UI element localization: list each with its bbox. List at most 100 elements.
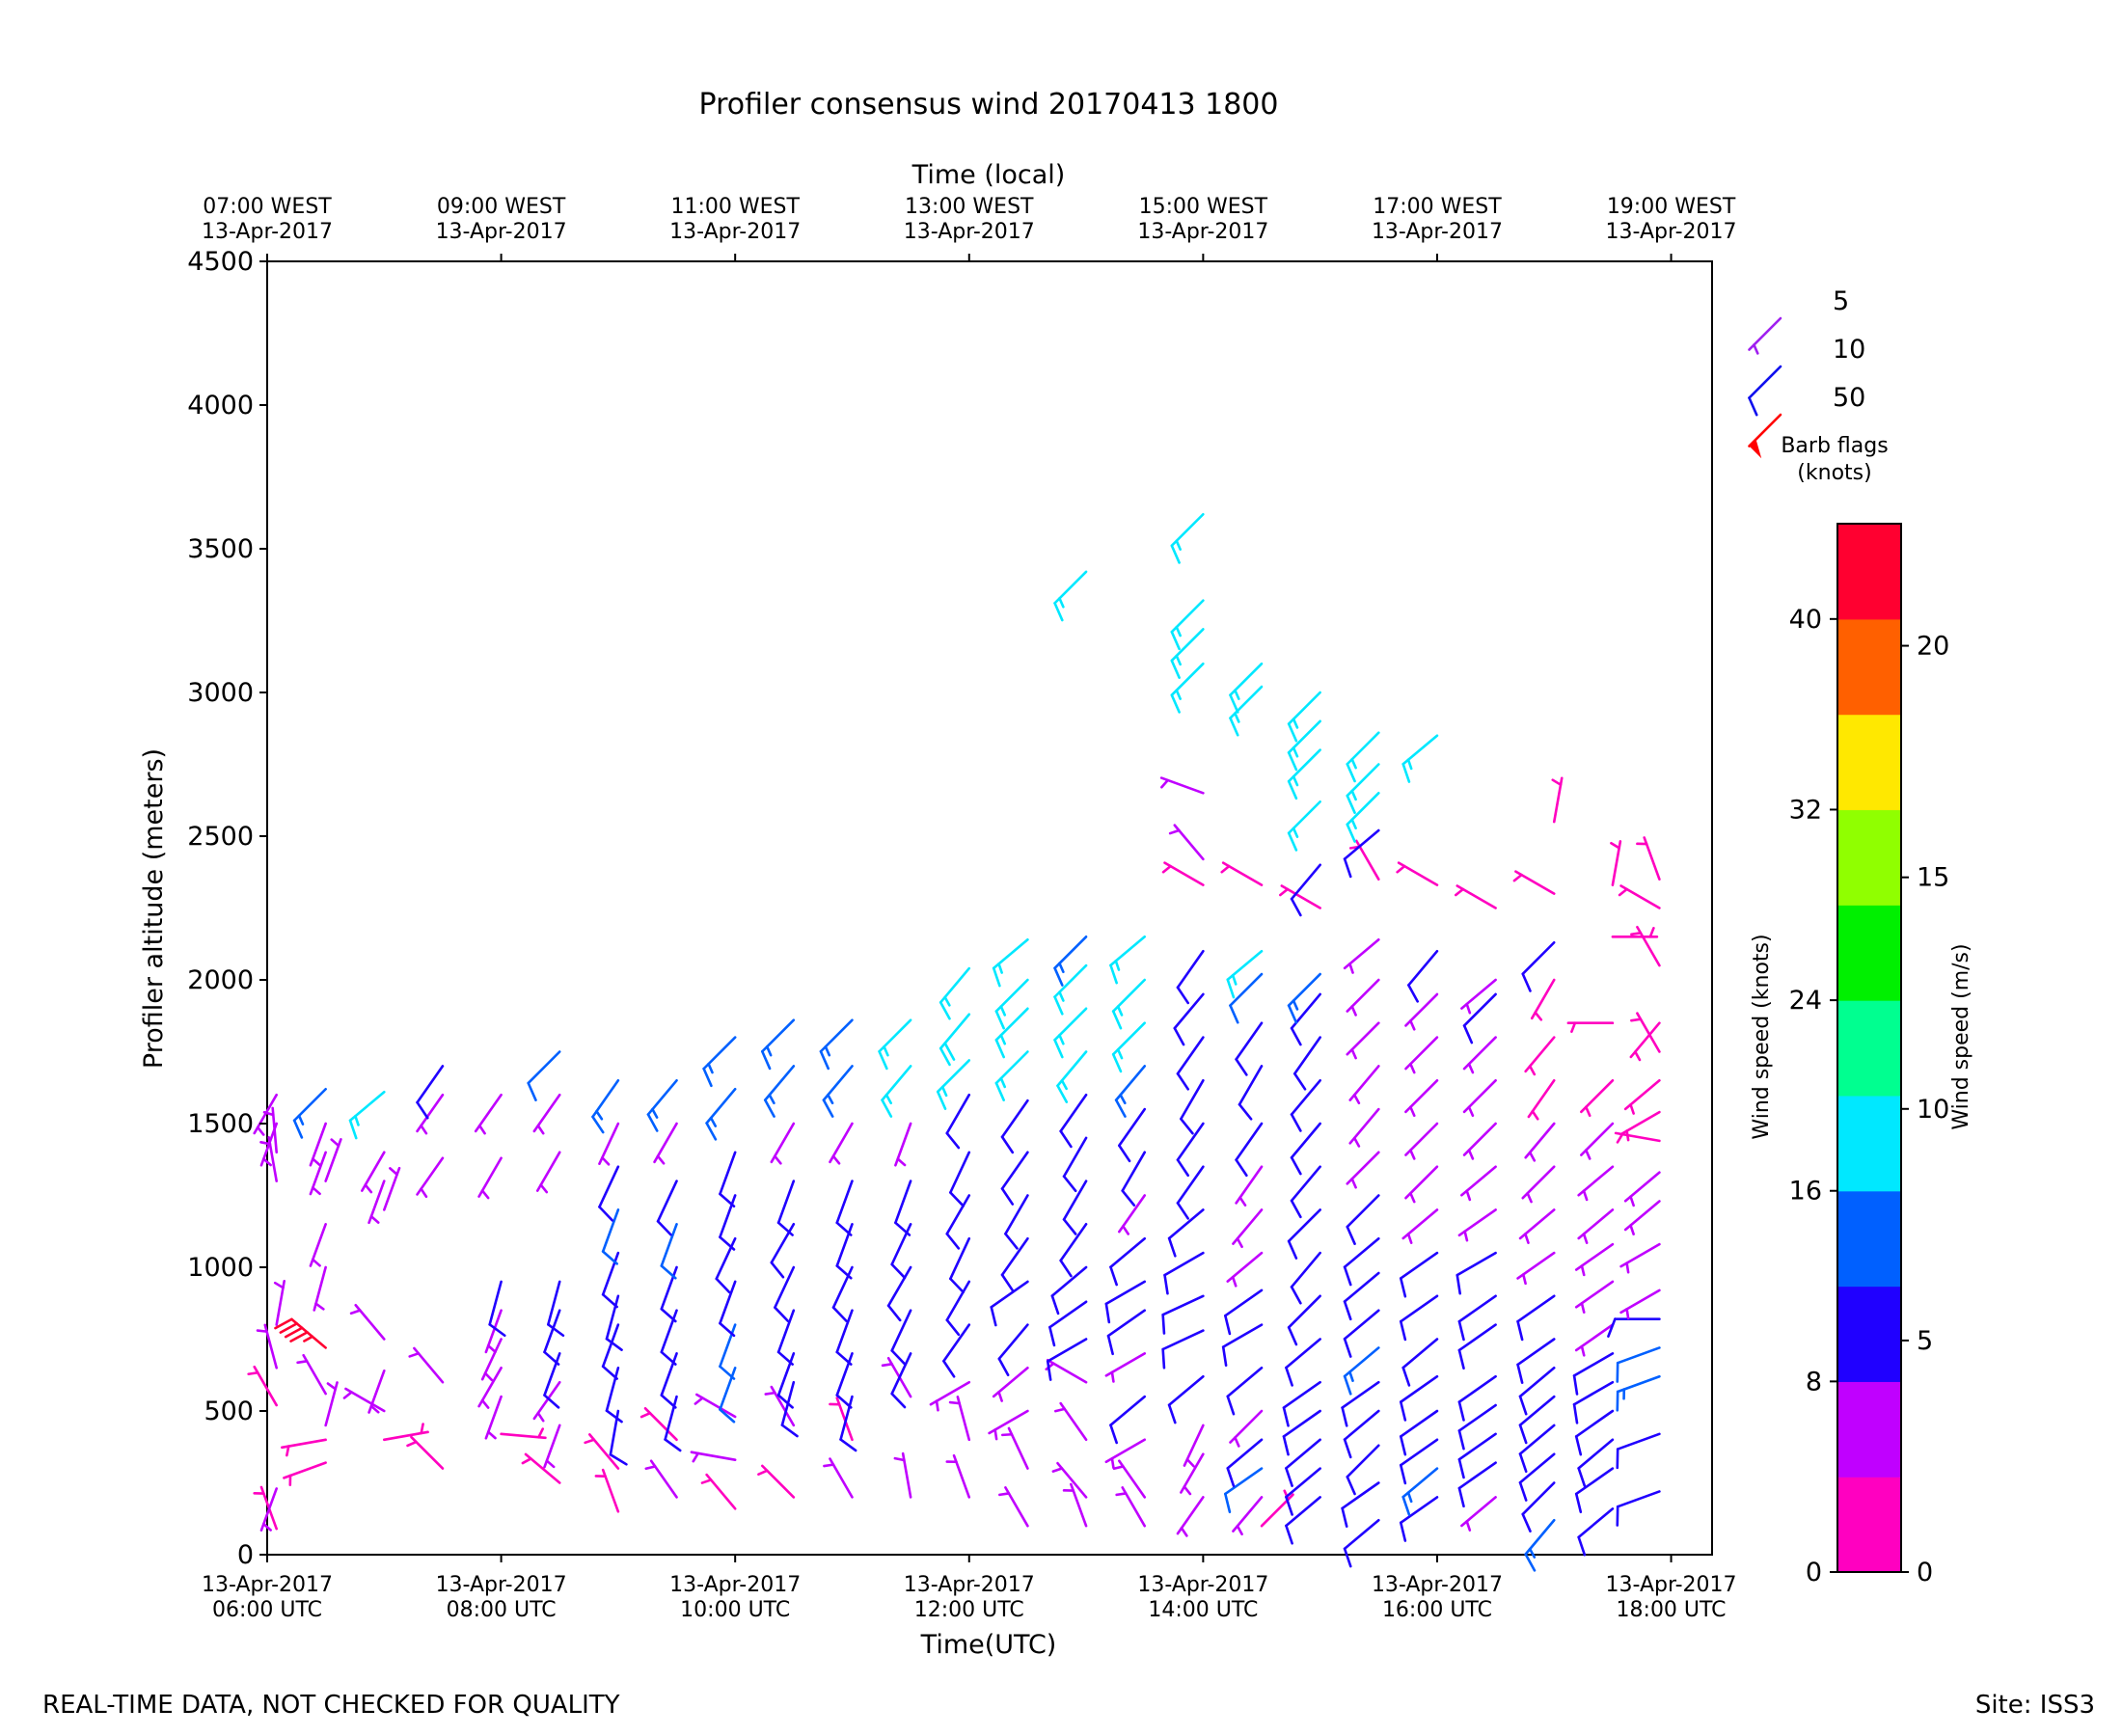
- wind-barb: [942, 1323, 971, 1378]
- barb-half: [1352, 1093, 1361, 1105]
- barb-shaft: [1000, 1099, 1029, 1139]
- colorbar-segment: [1837, 1190, 1901, 1288]
- wind-barb: [1516, 1338, 1556, 1384]
- colorbar-frame: [1836, 523, 1902, 1573]
- barb-shaft: [1457, 1432, 1497, 1461]
- wind-barb: [1176, 949, 1205, 1005]
- barb-full: [609, 1453, 628, 1466]
- barb-full: [719, 1365, 736, 1380]
- barb-shaft: [1341, 1380, 1380, 1409]
- barb-full: [598, 1206, 614, 1222]
- barb-shaft: [660, 1352, 678, 1397]
- wind-barb: [894, 1122, 912, 1167]
- barb-full: [1455, 1273, 1462, 1295]
- colorbar-segment: [1837, 1286, 1901, 1382]
- barb-full: [1109, 963, 1118, 985]
- barb-full: [994, 1010, 1005, 1030]
- barb-full: [1290, 1199, 1302, 1219]
- wind-barb: [605, 1367, 623, 1424]
- barb-full: [890, 1262, 907, 1280]
- wind-barb: [1290, 1122, 1321, 1176]
- barb-half: [1122, 1225, 1130, 1235]
- wind-barb: [1404, 1079, 1439, 1118]
- barb-full: [1109, 1424, 1118, 1445]
- barb-full: [1238, 1102, 1253, 1121]
- wind-barb: [1401, 734, 1439, 783]
- barb-half: [521, 1457, 532, 1465]
- barb-full: [1285, 1366, 1293, 1387]
- wind-barb: [829, 1397, 854, 1442]
- barb-full: [1167, 1236, 1177, 1258]
- barb-half: [1409, 1149, 1416, 1160]
- barb-half: [1292, 774, 1299, 787]
- barb-shaft: [1577, 1438, 1615, 1470]
- barb-shaft: [835, 1309, 854, 1354]
- wind-barb: [281, 1438, 327, 1457]
- barb-shaft: [945, 1280, 971, 1322]
- wind-barb: [890, 1223, 912, 1280]
- barb-full: [1346, 1225, 1356, 1246]
- barb-half: [768, 1093, 775, 1105]
- barb-shaft: [1457, 1374, 1497, 1403]
- barb-half: [1524, 1233, 1530, 1244]
- wind-barb: [1577, 1438, 1615, 1487]
- wind-barb: [1279, 884, 1321, 909]
- wind-barb: [1619, 1242, 1661, 1274]
- barb-half: [883, 1044, 889, 1057]
- barb-shaft: [1457, 1294, 1497, 1323]
- wind-barb: [1167, 1374, 1205, 1424]
- wind-barb: [1106, 1309, 1147, 1356]
- wind-barb: [1287, 691, 1321, 743]
- plot-frame: [266, 260, 1713, 1556]
- barb-shaft: [1343, 1309, 1380, 1341]
- barb-full: [289, 1331, 309, 1343]
- barb-shaft: [1346, 1444, 1380, 1478]
- barb-half: [757, 1469, 769, 1477]
- wind-barb: [1404, 992, 1439, 1031]
- wind-barb: [1577, 1165, 1615, 1202]
- barb-full: [1053, 966, 1064, 987]
- barb-full: [591, 1115, 605, 1134]
- barb-half: [1585, 1149, 1592, 1160]
- barb-shaft: [990, 1280, 1029, 1309]
- wind-barb: [719, 1194, 737, 1251]
- barb-half: [1058, 962, 1065, 974]
- barb-half: [1630, 932, 1643, 936]
- wind-barb: [1343, 1271, 1380, 1321]
- barb-half: [1161, 864, 1172, 874]
- y-tick-label: 2500: [187, 822, 254, 852]
- wind-barb: [894, 1180, 912, 1236]
- barb-full: [1399, 1521, 1407, 1542]
- wind-barb: [1109, 1395, 1147, 1445]
- barb-shaft: [1062, 1136, 1088, 1179]
- barb-full: [835, 1394, 853, 1409]
- barb-full: [1161, 1347, 1166, 1370]
- wind-barb: [1054, 1401, 1088, 1442]
- barb-full: [1229, 1004, 1239, 1024]
- barb-shaft: [527, 1050, 561, 1085]
- wind-barb: [1224, 1467, 1264, 1514]
- wind-barb: [1059, 1223, 1088, 1278]
- barb-half: [1292, 827, 1299, 838]
- barb-full: [1457, 1457, 1465, 1479]
- barb-shaft: [1343, 1518, 1380, 1551]
- wind-barb: [342, 1387, 386, 1413]
- wind-barb: [1551, 776, 1564, 824]
- wind-barb: [1401, 1467, 1439, 1516]
- barb-half: [1465, 1002, 1472, 1015]
- wind-barbs: [247, 512, 1661, 1572]
- wind-barb: [1343, 1409, 1380, 1459]
- colorbar-segment: [1837, 1477, 1901, 1573]
- barb-shaft: [416, 1065, 445, 1104]
- barb-full: [1106, 1334, 1114, 1356]
- barb-full: [1000, 1187, 1015, 1206]
- barb-full: [1346, 794, 1356, 815]
- barb-full: [1282, 1435, 1290, 1456]
- barb-full: [1170, 693, 1181, 714]
- barb-shaft: [1000, 1236, 1029, 1277]
- barb-half: [1175, 539, 1182, 551]
- barb-full: [1346, 1475, 1356, 1496]
- barb-full: [543, 1350, 560, 1366]
- wind-barb: [835, 1180, 854, 1236]
- barb-shaft: [942, 1323, 971, 1363]
